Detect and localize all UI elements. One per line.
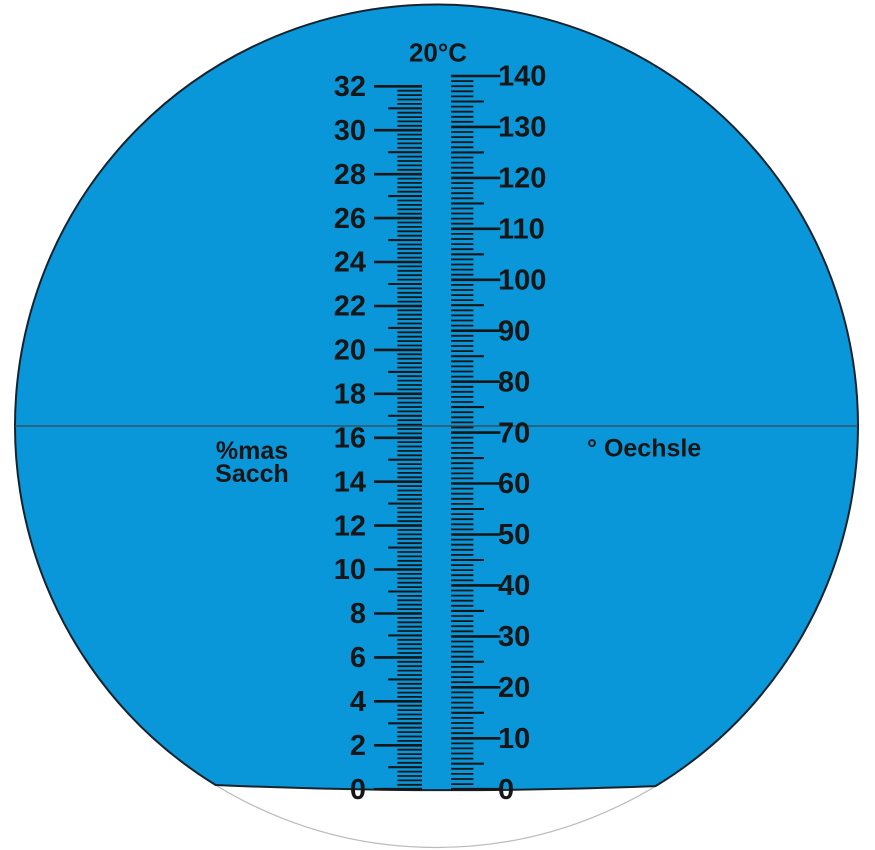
svg-text:16: 16 xyxy=(334,422,366,454)
svg-text:10: 10 xyxy=(334,554,366,586)
svg-text:26: 26 xyxy=(334,203,366,235)
svg-text:140: 140 xyxy=(498,61,546,93)
svg-text:60: 60 xyxy=(498,468,530,500)
svg-text:4: 4 xyxy=(350,686,366,718)
svg-text:20: 20 xyxy=(334,335,366,367)
svg-text:70: 70 xyxy=(498,417,530,449)
svg-text:6: 6 xyxy=(350,642,366,674)
svg-text:120: 120 xyxy=(498,163,546,195)
svg-text:100: 100 xyxy=(498,265,546,297)
svg-text:30: 30 xyxy=(334,115,366,147)
svg-text:40: 40 xyxy=(498,570,530,602)
svg-text:24: 24 xyxy=(334,247,366,279)
svg-text:8: 8 xyxy=(350,598,366,630)
svg-text:110: 110 xyxy=(498,214,545,246)
svg-text:12: 12 xyxy=(334,510,366,542)
svg-text:0: 0 xyxy=(350,774,366,806)
svg-text:Sacch: Sacch xyxy=(215,460,289,488)
svg-text:30: 30 xyxy=(498,621,530,653)
svg-text:10: 10 xyxy=(498,723,530,755)
svg-text:50: 50 xyxy=(498,519,530,551)
svg-text:22: 22 xyxy=(334,291,366,323)
svg-text:° Oechsle: ° Oechsle xyxy=(587,434,701,462)
svg-text:130: 130 xyxy=(498,112,546,144)
svg-text:0: 0 xyxy=(498,774,514,806)
svg-text:32: 32 xyxy=(334,71,366,103)
svg-text:80: 80 xyxy=(498,366,530,398)
svg-text:28: 28 xyxy=(334,159,366,191)
svg-text:14: 14 xyxy=(334,466,366,498)
svg-text:20: 20 xyxy=(498,672,530,704)
svg-text:18: 18 xyxy=(334,379,366,411)
svg-text:20°C: 20°C xyxy=(409,38,467,68)
svg-text:2: 2 xyxy=(350,730,366,762)
svg-text:90: 90 xyxy=(498,315,530,347)
